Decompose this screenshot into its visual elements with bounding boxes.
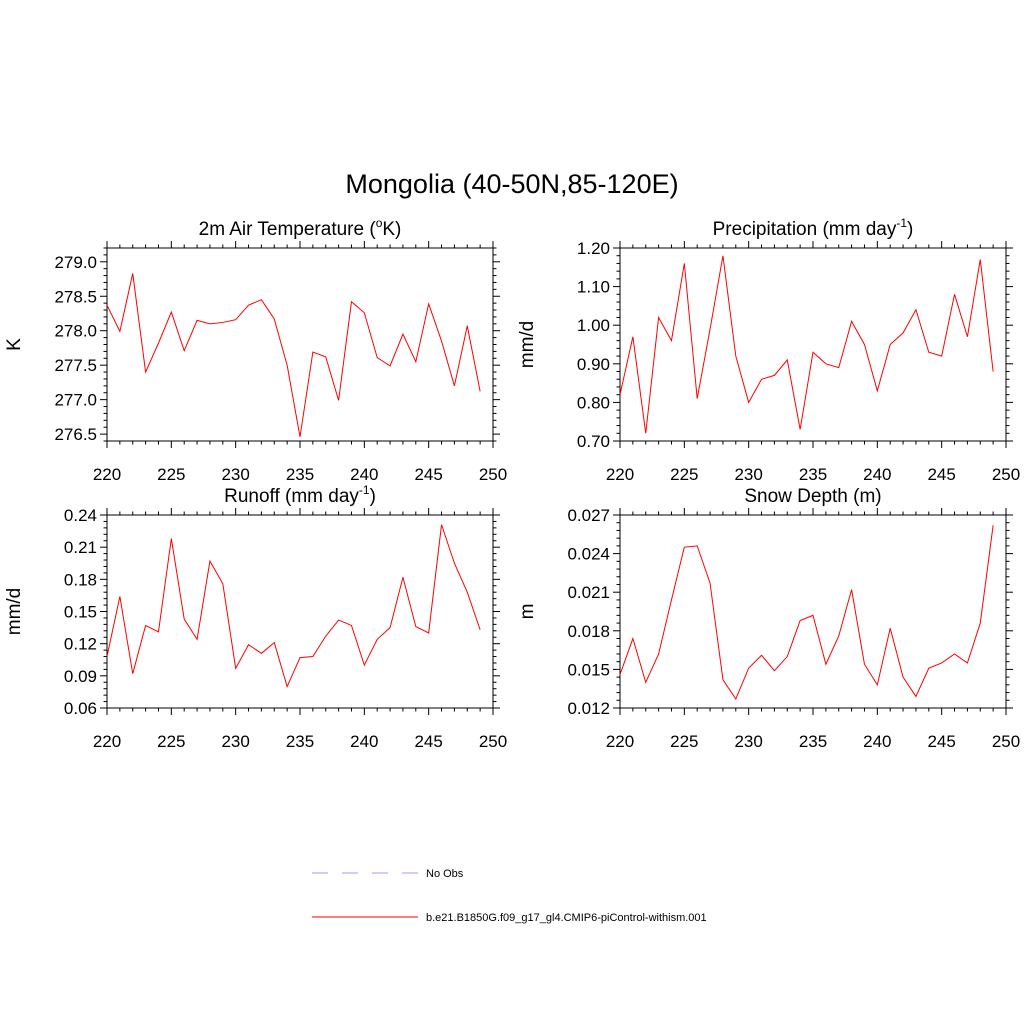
x-tick-label: 220 bbox=[93, 465, 121, 484]
y-tick-label: 1.20 bbox=[577, 239, 610, 258]
panel-title-superscript: o bbox=[376, 216, 383, 230]
x-tick-label: 230 bbox=[734, 465, 762, 484]
y-tick-label: 1.10 bbox=[577, 278, 610, 297]
chart-panel-4: Snow Depth (m) 220 225 230 235 240 245 250 0.012… bbox=[517, 486, 1020, 751]
x-tick-label: 245 bbox=[927, 465, 955, 484]
x-tick-label: 250 bbox=[479, 732, 507, 751]
y-tick-label: 276.5 bbox=[54, 425, 97, 444]
x-tick-label: 245 bbox=[414, 465, 442, 484]
y-tick-label: 0.12 bbox=[64, 635, 97, 654]
panel-title-suffix: ) bbox=[907, 219, 913, 240]
y-tick-label: 0.15 bbox=[64, 603, 97, 622]
series-line bbox=[619, 525, 994, 701]
x-tick-label: 235 bbox=[286, 732, 314, 751]
x-tick-label: 250 bbox=[479, 465, 507, 484]
y-tick-label: 278.0 bbox=[54, 322, 97, 341]
y-tick-label: 0.06 bbox=[64, 699, 97, 718]
x-tick-label: 220 bbox=[606, 465, 634, 484]
legend-label: No Obs bbox=[426, 868, 464, 880]
y-tick-label: 277.0 bbox=[54, 391, 97, 410]
chart-panels: 2m Air Temperature (oK)220 225 230 235 240 24… bbox=[4, 216, 1020, 751]
plot-frame bbox=[106, 247, 494, 442]
x-tick-label: 235 bbox=[799, 465, 827, 484]
plot-frame bbox=[619, 247, 1007, 442]
y-tick-label: 0.90 bbox=[577, 355, 610, 374]
y-tick-label: 0.70 bbox=[577, 432, 610, 451]
y-tick-label: 278.5 bbox=[54, 287, 97, 306]
x-tick-label: 245 bbox=[414, 732, 442, 751]
panel-title-suffix: ) bbox=[370, 486, 376, 507]
x-tick-label: 225 bbox=[670, 465, 698, 484]
y-tick-label: 0.09 bbox=[64, 667, 97, 686]
x-tick-label: 225 bbox=[157, 732, 185, 751]
x-tick-label: 225 bbox=[157, 465, 185, 484]
y-tick-label: 279.0 bbox=[54, 253, 97, 272]
y-tick-label: 0.018 bbox=[567, 622, 610, 641]
x-tick-label: 240 bbox=[350, 465, 378, 484]
plot-frame bbox=[106, 514, 494, 709]
x-tick-label: 240 bbox=[350, 732, 378, 751]
panel-title-text: Precipitation (mm day bbox=[713, 219, 897, 240]
y-tick-label: 0.021 bbox=[567, 583, 610, 602]
panel-title-suffix: K) bbox=[382, 219, 401, 240]
x-tick-label: 235 bbox=[799, 732, 827, 751]
x-tick-label: 250 bbox=[992, 465, 1020, 484]
y-tick-label: 0.012 bbox=[567, 699, 610, 718]
y-tick-label: 0.24 bbox=[64, 506, 97, 525]
y-tick-label: 1.00 bbox=[577, 316, 610, 335]
y-axis-label: mm/d bbox=[4, 588, 25, 636]
chart-panel-3: Runoff (mm day-1) 220 225 230 235 240 245 250 0.… bbox=[4, 483, 507, 751]
panel-title-text: Runoff (mm day bbox=[224, 486, 359, 507]
y-axis-label: mm/d bbox=[517, 321, 538, 369]
y-tick-label: 0.024 bbox=[567, 545, 610, 564]
x-tick-label: 230 bbox=[221, 465, 249, 484]
panel-title-text: 2m Air Temperature ( bbox=[199, 219, 377, 240]
x-tick-label: 220 bbox=[93, 732, 121, 751]
y-tick-label: 0.18 bbox=[64, 570, 97, 589]
y-tick-label: 0.80 bbox=[577, 393, 610, 412]
x-tick-label: 220 bbox=[606, 732, 634, 751]
x-tick-label: 230 bbox=[221, 732, 249, 751]
legend: No Obs b.e21.B1850G.f09_g17_gl4.CMIP6-piC… bbox=[312, 868, 707, 924]
x-tick-label: 230 bbox=[734, 732, 762, 751]
x-tick-label: 235 bbox=[286, 465, 314, 484]
y-tick-label: 0.015 bbox=[567, 660, 610, 679]
chart-panel-2: Precipitation (mm day-1) 220 225 230 235 240 2… bbox=[517, 216, 1020, 484]
x-tick-label: 245 bbox=[927, 732, 955, 751]
panel-title-text: Snow Depth (m) bbox=[744, 486, 881, 507]
panel-title: Snow Depth (m) bbox=[744, 486, 881, 507]
figure-title: Mongolia (40-50N,85-120E) bbox=[345, 169, 678, 199]
x-tick-label: 225 bbox=[670, 732, 698, 751]
y-axis-label: K bbox=[4, 338, 25, 351]
x-tick-label: 250 bbox=[992, 732, 1020, 751]
panel-title-superscript: -1 bbox=[359, 483, 370, 497]
panel-title: Precipitation (mm day-1) bbox=[713, 216, 914, 240]
y-tick-label: 0.21 bbox=[64, 538, 97, 557]
chart-panel-1: 2m Air Temperature (oK) 220 225 230 235 240 24… bbox=[4, 216, 507, 484]
panel-title: 2m Air Temperature (oK) bbox=[199, 216, 402, 240]
y-tick-label: 0.027 bbox=[567, 506, 610, 525]
series-line bbox=[106, 524, 481, 689]
legend-label: b.e21.B1850G.f09_g17_gl4.CMIP6-piControl… bbox=[426, 912, 707, 924]
plot-frame bbox=[619, 514, 1007, 709]
y-axis-label: m bbox=[517, 604, 538, 620]
series-line bbox=[106, 273, 481, 437]
x-tick-label: 240 bbox=[863, 465, 891, 484]
x-tick-label: 240 bbox=[863, 732, 891, 751]
panel-title: Runoff (mm day-1) bbox=[224, 483, 376, 507]
series-line bbox=[619, 255, 994, 434]
panel-title-superscript: -1 bbox=[896, 216, 907, 230]
y-tick-label: 277.5 bbox=[54, 356, 97, 375]
